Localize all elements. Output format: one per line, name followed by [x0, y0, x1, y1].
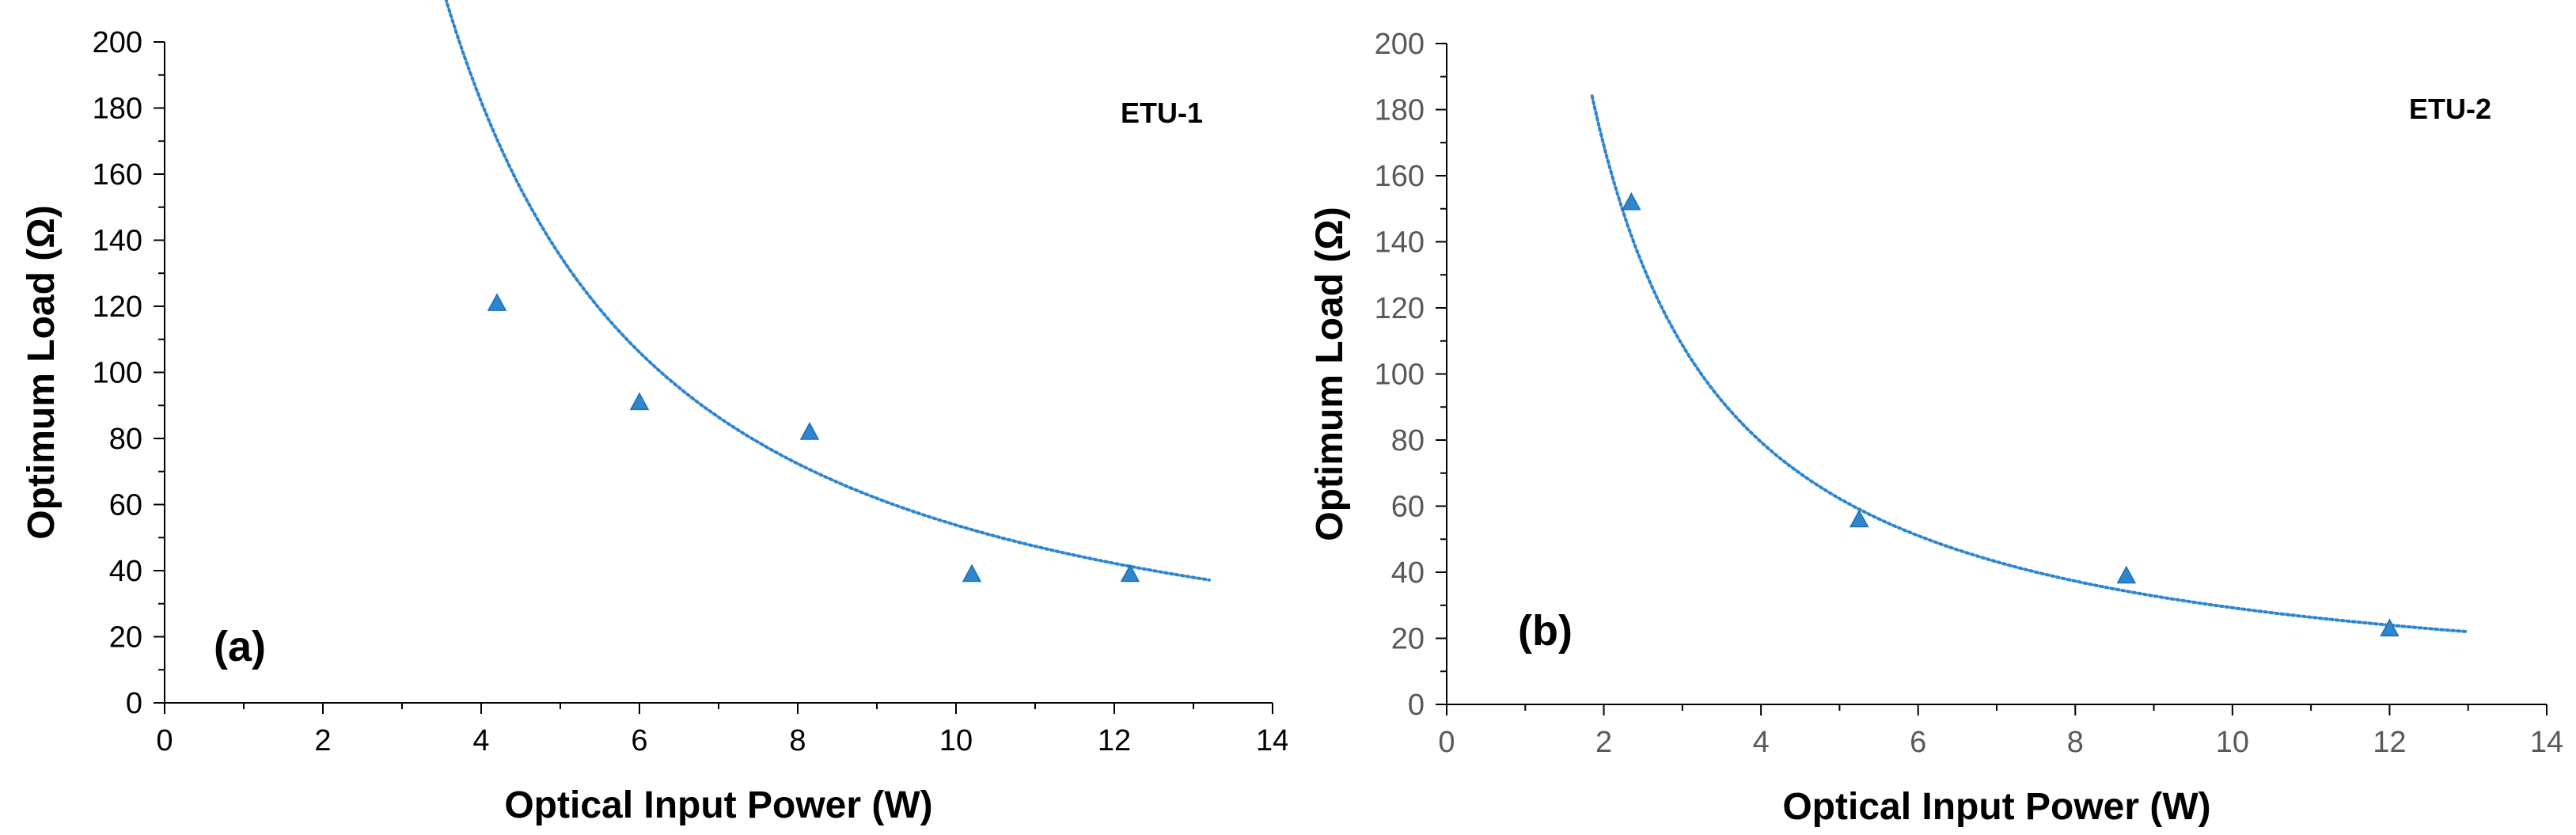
- data-point-triangle: [962, 564, 982, 583]
- data-point-triangle: [2116, 565, 2137, 584]
- data-point-triangle: [1622, 192, 1641, 211]
- data-point-triangle: [799, 422, 820, 440]
- x-tick-label: 8: [789, 724, 806, 757]
- x-tick-label: 0: [1438, 726, 1455, 759]
- x-tick-label: 6: [631, 724, 647, 757]
- x-tick-label: 12: [2373, 726, 2406, 759]
- y-tick-label: 0: [126, 687, 142, 720]
- y-tick-label: 60: [109, 489, 142, 522]
- y-tick-label: 120: [1375, 292, 1425, 325]
- y-axis-title: Optimum Load (Ω): [1309, 207, 1351, 541]
- y-tick-label: 20: [1391, 623, 1425, 656]
- chart-panel-b: 0 20 40 60 80 100 120 140 160 180 200 0 2 4 6 8 10 12 14 Op…: [1288, 0, 2576, 835]
- y-tick-label: 100: [1375, 359, 1425, 392]
- chart-panel-a: 0 20 40 60 80 100 120 140 160 180 200 0 2 4 6 8 10 12 14 Op…: [21, 0, 1288, 826]
- y-tick-label: 200: [93, 26, 142, 59]
- chart-a: 0 20 40 60 80 100 120 140 160 180 200 0 2 4 6 8 10 12 14 Op…: [21, 0, 1288, 826]
- data-point-triangle: [2380, 618, 2400, 637]
- y-tick-label: 180: [93, 93, 142, 126]
- y-tick-label: 80: [1391, 424, 1425, 457]
- y-tick-label: 40: [1391, 556, 1425, 590]
- y-tick-label: 180: [1375, 94, 1425, 127]
- x-tick-label: 4: [1753, 726, 1770, 759]
- x-tick-label: 10: [2216, 726, 2249, 759]
- x-tick-label: 4: [472, 724, 489, 757]
- chart-b: 0 20 40 60 80 100 120 140 160 180 200 0 2 4 6 8 10 12 14 Op…: [1309, 28, 2563, 828]
- data-point-triangle: [629, 392, 650, 411]
- data-point-triangle: [487, 293, 507, 311]
- x-tick-label: 2: [314, 724, 331, 757]
- x-axis-title: Optical Input Power (W): [1782, 786, 2210, 828]
- y-tick-label: 200: [1375, 28, 1425, 61]
- y-tick-label: 140: [93, 225, 142, 258]
- y-tick-label: 140: [1375, 226, 1425, 260]
- y-tick-label: 100: [93, 357, 142, 390]
- x-tick-label: 8: [2067, 726, 2084, 759]
- power-trendline: [444, 0, 1211, 582]
- y-tick-label: 60: [1391, 491, 1425, 524]
- panel-label: (a): [214, 623, 266, 670]
- y-tick-label: 80: [109, 423, 142, 456]
- y-tick-label: 120: [93, 290, 142, 324]
- series-label: ETU-2: [2409, 93, 2491, 125]
- x-tick-label: 14: [2530, 726, 2563, 759]
- series-label: ETU-1: [1121, 97, 1203, 129]
- x-tick-label: 6: [1910, 726, 1926, 759]
- y-tick-label: 0: [1408, 689, 1425, 722]
- data-point-triangle: [1120, 564, 1140, 583]
- power-trendline: [1590, 94, 2470, 634]
- x-tick-label: 14: [1256, 724, 1288, 757]
- x-tick-label: 2: [1595, 726, 1612, 759]
- x-tick-label: 10: [939, 724, 973, 757]
- x-axis-title: Optical Input Power (W): [504, 784, 932, 826]
- y-tick-label: 20: [109, 621, 142, 655]
- y-tick-label: 160: [1375, 160, 1425, 193]
- panel-label: (b): [1518, 607, 1573, 655]
- x-tick-label: 0: [156, 724, 173, 757]
- y-axis-title: Optimum Load (Ω): [21, 205, 63, 539]
- x-tick-label: 12: [1098, 724, 1131, 757]
- y-tick-label: 160: [93, 158, 142, 192]
- y-tick-label: 40: [109, 555, 142, 588]
- data-point-triangle: [1849, 509, 1869, 528]
